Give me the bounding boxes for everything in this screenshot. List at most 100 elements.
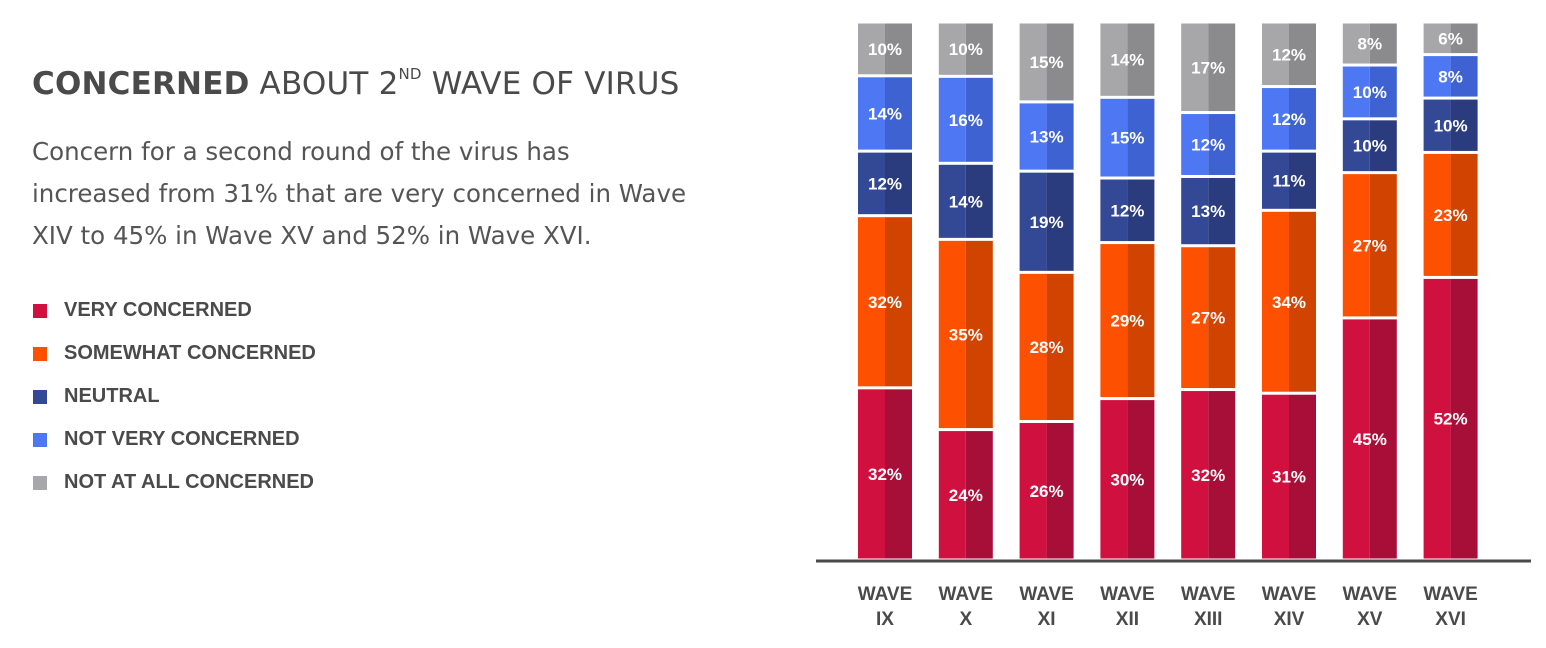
data-label-wave-xiii-not-very-concerned: 12% <box>1191 136 1225 155</box>
bar-segment-shade-wave-xi-not-very-concerned <box>1046 103 1074 170</box>
bar-segment-shade-wave-ix-not-at-all-concerned <box>885 23 912 75</box>
data-label-wave-xii-not-at-all-concerned: 14% <box>1110 51 1144 70</box>
data-label-wave-x-neutral: 14% <box>949 192 983 211</box>
data-label-wave-xiv-neutral: 11% <box>1272 172 1305 191</box>
bar-segment-wave-ix-not-very-concerned <box>858 77 885 150</box>
bar-segment-shade-wave-ix-neutral <box>885 152 912 215</box>
bar-segment-shade-wave-xv-somewhat-concerned <box>1369 174 1397 317</box>
bar-segment-shade-wave-x-not-at-all-concerned <box>965 23 993 75</box>
bar-segment-shade-wave-xvi-neutral <box>1450 99 1478 151</box>
legend-label-somewhat-concerned: SOMEWHAT CONCERNED <box>64 342 316 364</box>
legend-swatch-not-at-all-concerned <box>33 475 47 490</box>
data-label-wave-xi-not-at-all-concerned: 15% <box>1030 53 1064 72</box>
bar-segment-shade-wave-xi-very-concerned <box>1046 423 1074 559</box>
data-label-wave-xiii-not-at-all-concerned: 17% <box>1191 58 1225 77</box>
bar-segment-shade-wave-xi-neutral <box>1046 172 1074 271</box>
bar-segment-shade-wave-ix-somewhat-concerned <box>885 217 912 387</box>
bar-segment-wave-xiv-very-concerned <box>1262 394 1289 559</box>
bar-segment-wave-xvi-neutral <box>1423 99 1451 151</box>
bar-segment-shade-wave-xii-not-very-concerned <box>1127 98 1155 177</box>
data-label-wave-xiii-very-concerned: 32% <box>1191 466 1225 485</box>
x-tick-label-wave-x-line2: X <box>959 609 972 630</box>
bar-segment-wave-xii-neutral <box>1100 179 1128 242</box>
bar-segment-wave-xi-not-at-all-concerned <box>1019 23 1047 101</box>
x-tick-label-wave-ix-line2: IX <box>876 609 894 630</box>
x-tick-label-wave-xvi-line1: WAVE <box>1423 584 1478 605</box>
data-label-wave-xvi-somewhat-concerned: 23% <box>1434 206 1468 225</box>
bar-segment-wave-xi-somewhat-concerned <box>1019 273 1047 421</box>
bar-segment-shade-wave-xiv-neutral <box>1289 152 1316 209</box>
x-tick-label-wave-xiv-line1: WAVE <box>1262 584 1317 605</box>
data-label-wave-ix-not-very-concerned: 14% <box>868 104 902 123</box>
x-tick-label-wave-xi-line1: WAVE <box>1019 584 1074 605</box>
bar-segment-wave-xii-somewhat-concerned <box>1100 244 1128 398</box>
legend-swatch-somewhat-concerned <box>33 346 47 361</box>
data-label-wave-xi-not-very-concerned: 13% <box>1030 128 1064 147</box>
bar-segment-wave-xiii-not-at-all-concerned <box>1181 23 1209 112</box>
data-label-wave-xv-very-concerned: 45% <box>1353 430 1387 449</box>
data-label-wave-xv-neutral: 10% <box>1353 137 1387 156</box>
x-tick-label-wave-xvi-line2: XVI <box>1435 609 1466 630</box>
bar-segment-wave-x-neutral <box>938 164 966 238</box>
data-label-wave-xiv-very-concerned: 31% <box>1272 468 1306 487</box>
x-tick-label-wave-xv-line2: XV <box>1357 609 1383 630</box>
bar-segment-wave-xvi-very-concerned <box>1423 278 1451 559</box>
legend-swatch-not-very-concerned <box>33 432 47 447</box>
bar-segment-shade-wave-xii-neutral <box>1127 179 1155 242</box>
bar-segment-wave-xvi-not-at-all-concerned <box>1423 23 1451 54</box>
bar-segment-shade-wave-xiii-somewhat-concerned <box>1208 247 1236 389</box>
data-label-wave-xiv-not-very-concerned: 12% <box>1272 110 1306 129</box>
bar-segment-wave-xiii-not-very-concerned <box>1181 114 1209 175</box>
bar-segment-wave-xi-neutral <box>1019 172 1047 271</box>
bar-segment-shade-wave-xiii-not-very-concerned <box>1208 114 1236 175</box>
bar-segment-wave-ix-neutral <box>858 152 885 215</box>
bar-segment-shade-wave-xi-not-at-all-concerned <box>1046 23 1074 101</box>
bar-segment-shade-wave-xvi-very-concerned <box>1450 278 1478 559</box>
bar-segment-shade-wave-xvi-not-at-all-concerned <box>1450 23 1478 54</box>
bar-segment-wave-ix-not-at-all-concerned <box>858 23 885 75</box>
bar-segment-shade-wave-xii-not-at-all-concerned <box>1127 23 1155 96</box>
x-tick-label-wave-x-line1: WAVE <box>939 584 994 605</box>
bar-segment-wave-xv-not-very-concerned <box>1342 66 1370 118</box>
data-label-wave-xvi-not-at-all-concerned: 6% <box>1438 29 1463 48</box>
bar-segment-shade-wave-xv-not-very-concerned <box>1369 66 1397 118</box>
bar-segment-wave-xiv-not-very-concerned <box>1262 88 1289 150</box>
x-tick-label-wave-xiv-line2: XIV <box>1274 609 1305 630</box>
bar-segment-wave-xi-not-very-concerned <box>1019 103 1047 170</box>
data-label-wave-ix-somewhat-concerned: 32% <box>868 293 902 312</box>
bar-segment-shade-wave-x-neutral <box>965 164 993 238</box>
data-label-wave-xii-very-concerned: 30% <box>1110 470 1144 489</box>
legend-swatch-neutral <box>33 389 47 404</box>
data-label-wave-xii-not-very-concerned: 15% <box>1110 129 1144 148</box>
bar-segment-wave-xv-somewhat-concerned <box>1342 174 1370 317</box>
bar-segment-wave-ix-very-concerned <box>858 389 885 559</box>
data-label-wave-x-not-at-all-concerned: 10% <box>949 40 983 59</box>
bar-segment-shade-wave-ix-not-very-concerned <box>885 77 912 150</box>
bar-segment-wave-xvi-somewhat-concerned <box>1423 153 1451 276</box>
bar-segment-shade-wave-xiv-very-concerned <box>1289 394 1316 559</box>
bar-segment-shade-wave-x-not-very-concerned <box>965 77 993 162</box>
legend-item-somewhat-concerned: SOMEWHAT CONCERNED <box>33 332 316 375</box>
data-label-wave-xiii-neutral: 13% <box>1191 202 1225 221</box>
title-text-end: WAVE OF VIRUS <box>421 66 680 102</box>
bar-segment-shade-wave-xiii-very-concerned <box>1208 391 1236 559</box>
data-label-wave-xi-very-concerned: 26% <box>1030 482 1064 501</box>
bar-segment-wave-xv-not-at-all-concerned <box>1342 23 1370 64</box>
data-label-wave-ix-very-concerned: 32% <box>868 465 902 484</box>
bar-segment-wave-xv-very-concerned <box>1342 319 1370 559</box>
legend-item-not-at-all-concerned: NOT AT ALL CONCERNED <box>33 461 316 504</box>
legend-item-neutral: NEUTRAL <box>33 375 316 418</box>
data-label-wave-xii-neutral: 12% <box>1110 201 1144 220</box>
x-tick-label-wave-xi-line2: XI <box>1038 609 1056 630</box>
data-label-wave-xi-neutral: 19% <box>1030 213 1064 232</box>
bar-segment-wave-xii-very-concerned <box>1100 400 1128 559</box>
data-label-wave-xv-somewhat-concerned: 27% <box>1353 236 1387 255</box>
bar-segment-shade-wave-xv-not-at-all-concerned <box>1369 23 1397 64</box>
bar-segment-shade-wave-xi-somewhat-concerned <box>1046 273 1074 421</box>
title-superscript: ND <box>398 65 422 83</box>
x-tick-label-wave-xv-line1: WAVE <box>1343 584 1398 605</box>
x-tick-label-wave-xiii-line2: XIII <box>1194 609 1223 630</box>
legend-item-very-concerned: VERY CONCERNED <box>33 289 316 332</box>
bar-segment-wave-x-somewhat-concerned <box>938 240 966 429</box>
